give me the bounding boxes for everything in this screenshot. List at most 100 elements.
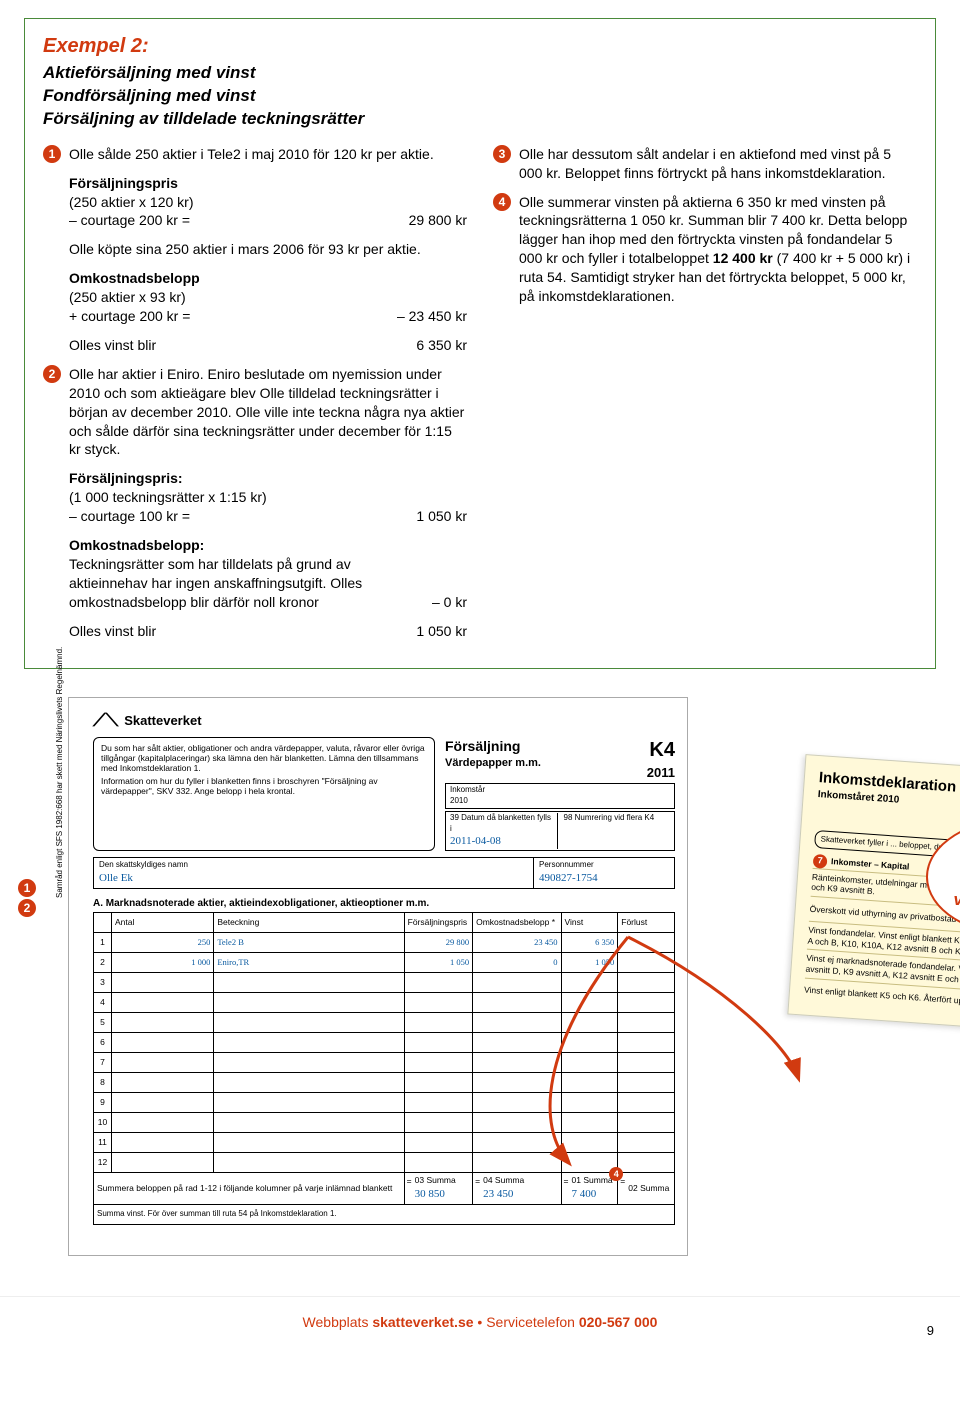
table-cell <box>214 1153 404 1173</box>
table-cell <box>473 973 561 993</box>
example-subtitle-3: Försäljning av tilldelade teckningsrätte… <box>43 108 917 131</box>
table-row: 10 <box>94 1113 675 1133</box>
table-cell <box>473 1013 561 1033</box>
inkd-ball-7: 7 <box>813 854 828 869</box>
p4b: 12 400 kr <box>713 250 773 266</box>
table-cell <box>473 993 561 1013</box>
table-cell: Tele2 B <box>214 933 404 953</box>
table-cell <box>473 1073 561 1093</box>
k4-subtitle: Värdepapper m.m. <box>445 756 541 771</box>
page-footer: Webbplats skatteverket.se • Servicetelef… <box>0 1296 960 1352</box>
table-cell <box>618 993 675 1013</box>
logo-icon: ⟋⟍ <box>93 708 118 732</box>
table-cell <box>561 1113 618 1133</box>
fp-calc: (250 aktier x 120 kr) <box>69 193 467 212</box>
page-number: 9 <box>927 1322 934 1340</box>
sum-lbl-0: 03 Summa <box>415 1175 469 1186</box>
fp2-block: Försäljningspris: (1 000 teckningsrätter… <box>69 469 467 526</box>
table-cell: 2 <box>94 953 112 973</box>
example-columns: 1 Olle sålde 250 aktier i Tele2 i maj 20… <box>43 145 917 651</box>
table-cell <box>404 993 472 1013</box>
table-cell <box>473 1033 561 1053</box>
vinst-val: 6 350 kr <box>416 336 467 355</box>
table-cell <box>404 973 472 993</box>
section-a-heading: A. Marknadsnoterade aktier, aktieindexob… <box>93 897 675 911</box>
table-cell <box>618 1053 675 1073</box>
example-subtitle-2: Fondförsäljning med vinst <box>43 85 917 108</box>
k4-header-right: Försäljning Värdepapper m.m. K4 2011 Ink… <box>445 737 675 852</box>
vinst2-label: Olles vinst blir <box>69 622 156 641</box>
table-row: 11 <box>94 1133 675 1153</box>
side-text: Samråd enligt SFS 1982:668 har skett med… <box>55 647 66 898</box>
table-cell: 1 000 <box>112 953 214 973</box>
footer-tel-v: 020-567 000 <box>579 1314 658 1330</box>
table-row: 1250Tele2 B29 80023 4506 350 <box>94 933 675 953</box>
marker-1: 1 <box>18 879 36 897</box>
fp2-heading: Försäljningspris: <box>69 469 467 488</box>
k4-form: Samråd enligt SFS 1982:668 har skett med… <box>68 697 688 1255</box>
sum-row: Summera beloppen på rad 1-12 i följande … <box>94 1173 675 1204</box>
table-cell <box>618 1093 675 1113</box>
logo-text: Skatteverket <box>124 712 201 730</box>
table-cell: 5 <box>94 1013 112 1033</box>
th-ok: Omkostnadsbelopp * <box>473 913 561 933</box>
table-cell <box>214 973 404 993</box>
table-cell <box>473 1053 561 1073</box>
table-cell <box>404 1113 472 1133</box>
table-cell: 1 050 <box>404 953 472 973</box>
table-row: 5 <box>94 1013 675 1033</box>
sum-2: 7 400 <box>572 1187 615 1202</box>
table-cell <box>561 1013 618 1033</box>
footer-web-l: Webbplats <box>303 1314 373 1330</box>
table-cell <box>473 1133 561 1153</box>
p2-text: Olle har aktier i Eniro. Eniro beslutade… <box>69 365 467 459</box>
table-cell: 4 <box>94 993 112 1013</box>
buy-text: Olle köpte sina 250 aktier i mars 2006 f… <box>69 240 467 259</box>
example-box: Exempel 2: Aktieförsäljning med vinst Fo… <box>24 18 936 669</box>
point-4: 4 Olle summerar vinsten på aktierna 6 35… <box>493 193 917 306</box>
vinst2-line: Olles vinst blir 1 050 kr <box>69 622 467 641</box>
table-cell: 10 <box>94 1113 112 1133</box>
k4-title: Försäljning <box>445 737 541 756</box>
left-column: 1 Olle sålde 250 aktier i Tele2 i maj 20… <box>43 145 467 651</box>
table-cell <box>561 1093 618 1113</box>
sum-text: Summera beloppen på rad 1-12 i följande … <box>94 1173 405 1204</box>
table-row: 21 000Eniro,TR1 05001 050 <box>94 953 675 973</box>
table-cell <box>618 1133 675 1153</box>
point-3: 3 Olle har dessutom sålt andelar i en ak… <box>493 145 917 183</box>
table-cell <box>618 1033 675 1053</box>
intro1: Du som har sålt aktier, obligationer och… <box>101 743 427 774</box>
date-num-box: 39 Datum då blanketten fylls i 2011-04-0… <box>445 811 675 851</box>
table-cell <box>404 1153 472 1173</box>
ok-block: Omkostnadsbelopp (250 aktier x 93 kr) + … <box>69 269 467 326</box>
dat-val: 2011-04-08 <box>450 834 553 849</box>
table-cell <box>112 973 214 993</box>
row-markers: 1 2 <box>18 879 36 917</box>
table-cell <box>561 1133 618 1153</box>
ok2-heading: Omkostnadsbelopp: <box>69 536 467 555</box>
table-row: 9 <box>94 1093 675 1113</box>
th-beteckning: Beteckning <box>214 913 404 933</box>
table-cell: 7 <box>94 1053 112 1073</box>
table-cell: 23 450 <box>473 933 561 953</box>
table-cell <box>561 973 618 993</box>
name-val: Olle Ek <box>99 871 528 886</box>
ok2-text: Teckningsrätter som har tilldelats på gr… <box>69 555 379 612</box>
table-cell: 3 <box>94 973 112 993</box>
ok-calc: (250 aktier x 93 kr) <box>69 288 467 307</box>
pnr-label: Personnummer <box>539 860 669 871</box>
sum-lbl-1: 04 Summa <box>483 1175 557 1186</box>
ok2-block: Omkostnadsbelopp: Teckningsrätter som ha… <box>69 536 467 612</box>
fp-block: Försäljningspris (250 aktier x 120 kr) –… <box>69 174 467 231</box>
table-cell <box>112 1033 214 1053</box>
ball-4: 4 <box>493 193 511 211</box>
table-cell <box>112 1113 214 1133</box>
table-cell <box>214 1113 404 1133</box>
table-cell <box>561 1053 618 1073</box>
fp-val: 29 800 kr <box>409 211 467 230</box>
dat-label: 39 Datum då blanketten fylls i <box>450 813 553 835</box>
k4-code: K4 <box>647 737 675 764</box>
table-row: 4 <box>94 993 675 1013</box>
vinst-line: Olles vinst blir 6 350 kr <box>69 336 467 355</box>
ok-line: + courtage 200 kr = <box>69 307 190 326</box>
